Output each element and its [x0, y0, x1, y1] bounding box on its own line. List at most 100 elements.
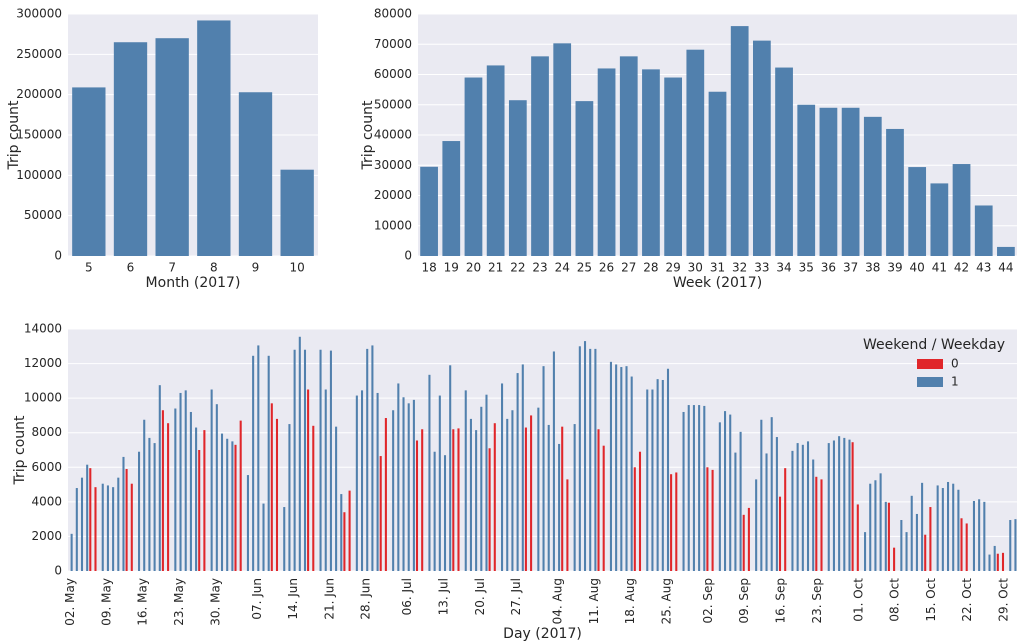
- bar: [106, 485, 109, 571]
- x-tick-label: 23. May: [172, 578, 186, 626]
- bar: [983, 501, 986, 571]
- bar: [884, 501, 887, 571]
- y-tick-label: 4000: [31, 494, 62, 508]
- bar: [443, 455, 447, 571]
- bar: [602, 445, 605, 571]
- x-axis-label: Day (2017): [503, 626, 582, 641]
- bar: [936, 485, 939, 571]
- bar: [734, 452, 737, 571]
- x-tick-label: 36: [821, 261, 836, 275]
- bar: [226, 438, 229, 571]
- bar: [864, 532, 867, 571]
- bar: [80, 477, 84, 571]
- bar: [633, 467, 636, 571]
- y-tick-label: 10000: [374, 218, 412, 232]
- x-tick-label: 14. Jun: [286, 578, 300, 620]
- bar: [348, 490, 351, 571]
- bar: [234, 444, 237, 571]
- bar: [765, 453, 768, 571]
- bar: [675, 472, 678, 571]
- bar: [988, 554, 991, 571]
- y-tick-label: 70000: [374, 37, 412, 51]
- bar: [508, 100, 527, 257]
- bar: [542, 366, 545, 571]
- bar: [806, 441, 810, 571]
- bar: [752, 40, 771, 257]
- y-tick-label: 12000: [24, 356, 62, 370]
- bar: [184, 390, 187, 571]
- bar: [524, 427, 527, 571]
- bar: [929, 507, 932, 571]
- bar: [686, 49, 705, 256]
- x-tick-label: 41: [932, 261, 947, 275]
- bar: [420, 166, 438, 256]
- bar: [946, 481, 950, 571]
- bar: [575, 101, 594, 257]
- bar: [464, 77, 483, 257]
- bar: [664, 77, 683, 257]
- bar: [257, 345, 260, 571]
- bar: [412, 399, 415, 571]
- y-axis-label: Trip count: [12, 415, 28, 485]
- y-tick-label: 8000: [31, 425, 62, 439]
- bar: [197, 20, 231, 256]
- bar: [125, 469, 128, 571]
- bar: [469, 418, 472, 571]
- bar: [638, 451, 642, 571]
- x-tick-label: 18: [421, 261, 436, 275]
- x-tick-label: 06. Jul: [400, 578, 414, 615]
- bar: [138, 451, 141, 571]
- bar: [900, 520, 903, 571]
- bar: [215, 404, 218, 571]
- bar: [851, 442, 854, 571]
- bar: [433, 451, 436, 571]
- bar: [275, 418, 279, 571]
- bar: [905, 532, 908, 571]
- bar: [371, 345, 374, 571]
- bar: [239, 420, 242, 571]
- bar: [488, 448, 491, 571]
- bar: [252, 355, 255, 571]
- bar: [452, 429, 455, 571]
- x-tick-label: 39: [887, 261, 902, 275]
- x-tick-label: 02. Sep: [701, 578, 715, 624]
- y-tick-label: 100000: [16, 168, 62, 182]
- bar: [122, 456, 125, 571]
- bar: [113, 42, 148, 256]
- x-tick-label: 19: [444, 261, 459, 275]
- bar: [747, 507, 750, 571]
- bar: [924, 534, 927, 571]
- x-tick-label: 22: [510, 261, 525, 275]
- x-tick-label: 23. Sep: [810, 578, 824, 624]
- bar: [270, 403, 273, 571]
- bar: [130, 483, 133, 571]
- y-tick-label: 50000: [24, 208, 62, 222]
- bar: [755, 479, 758, 571]
- bar: [530, 415, 533, 571]
- y-tick-label: 0: [54, 564, 62, 578]
- y-tick-label: 30000: [374, 158, 412, 172]
- bar: [516, 373, 519, 571]
- bar: [402, 397, 405, 571]
- bar: [941, 488, 944, 571]
- bar: [335, 426, 338, 571]
- y-tick-label: 0: [404, 249, 412, 263]
- bar: [609, 361, 612, 571]
- bar: [930, 183, 949, 256]
- bar: [841, 107, 860, 257]
- bar: [863, 116, 882, 256]
- bar: [457, 428, 460, 571]
- bar: [238, 92, 273, 256]
- bar: [189, 411, 192, 571]
- x-tick-label: 10: [290, 261, 305, 275]
- x-tick-label: 5: [85, 261, 93, 275]
- bar: [1001, 552, 1005, 571]
- bar: [993, 545, 996, 571]
- bar: [718, 422, 721, 571]
- bar: [965, 523, 968, 571]
- bar: [329, 350, 332, 571]
- bar: [921, 482, 924, 571]
- bar: [619, 56, 638, 256]
- bar: [843, 437, 846, 571]
